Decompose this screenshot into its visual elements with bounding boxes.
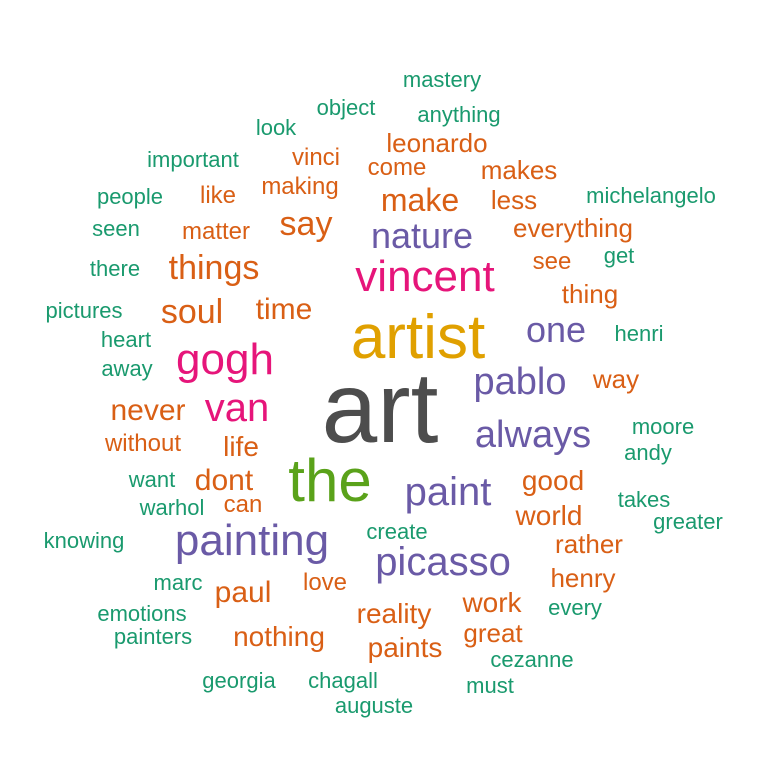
word-things: things [168,249,260,287]
word-henry: henry [550,563,616,593]
word-mastery: mastery [402,67,482,92]
word-without: without [104,430,182,457]
word-takes: takes [617,487,671,512]
word-vinci: vinci [291,144,341,171]
word-come: come [367,154,427,181]
word-vincent: vincent [355,252,495,301]
word-emotions: emotions [97,601,187,626]
word-art: art [321,352,439,464]
word-see: see [532,248,572,275]
word-knowing: knowing [43,528,125,553]
word-must: must [466,673,514,698]
word-like: like [199,182,237,209]
word-moore: moore [631,414,695,439]
word-chagall: chagall [308,668,378,693]
word-work: work [462,587,522,618]
word-henri: henri [614,321,664,346]
word-paint: paint [404,470,492,514]
word-there: there [89,256,141,281]
word-object: object [316,95,376,120]
word-makes: makes [480,155,558,185]
word-never: never [110,394,186,427]
word-say: say [279,205,333,243]
word-marc: marc [153,570,203,595]
word-painting: painting [174,516,330,565]
word-rather: rather [555,529,623,559]
word-time: time [255,293,313,326]
word-less: less [490,185,538,215]
word-great: great [463,618,523,648]
word-look: look [255,115,297,140]
word-way: way [592,364,640,394]
word-nothing: nothing [233,621,325,652]
word-away: away [101,356,153,381]
word-michelangelo: michelangelo [586,183,716,208]
word-greater: greater [653,509,723,534]
word-make: make [380,182,460,218]
word-pictures: pictures [45,298,123,323]
word-always: always [474,414,592,456]
word-leonardo: leonardo [386,128,488,158]
word-create: create [366,519,428,544]
word-gogh: gogh [176,335,274,384]
word-andy: andy [624,440,672,465]
word-cezanne: cezanne [490,647,574,672]
word-artist: artist [350,303,486,372]
word-warhol: warhol [139,495,205,520]
word-get: get [603,243,635,268]
word-important: important [147,147,239,172]
word-nature: nature [370,215,474,256]
word-van: van [204,386,270,430]
word-every: every [548,595,602,620]
word-thing: thing [561,279,619,309]
word-world: world [515,500,583,531]
word-georgia: georgia [202,668,276,693]
word-anything: anything [417,102,501,127]
word-one: one [525,309,587,350]
word-good: good [521,465,585,496]
word-making: making [261,173,339,200]
word-the: the [288,447,372,514]
word-heart: heart [100,327,152,352]
word-paints: paints [367,632,443,663]
word-want: want [128,467,176,492]
word-auguste: auguste [334,693,414,718]
word-soul: soul [160,293,224,331]
word-people: people [96,184,164,209]
word-paul: paul [214,576,272,609]
word-love: love [302,569,348,596]
word-matter: matter [181,218,251,245]
word-can: can [223,491,263,518]
word-everything: everything [513,213,633,243]
word-painters: painters [113,624,193,649]
word-dont: dont [194,464,254,497]
word-picasso: picasso [375,540,511,584]
word-reality: reality [356,598,432,629]
word-pablo: pablo [473,361,567,403]
word-seen: seen [92,216,140,241]
word-life: life [223,431,259,462]
